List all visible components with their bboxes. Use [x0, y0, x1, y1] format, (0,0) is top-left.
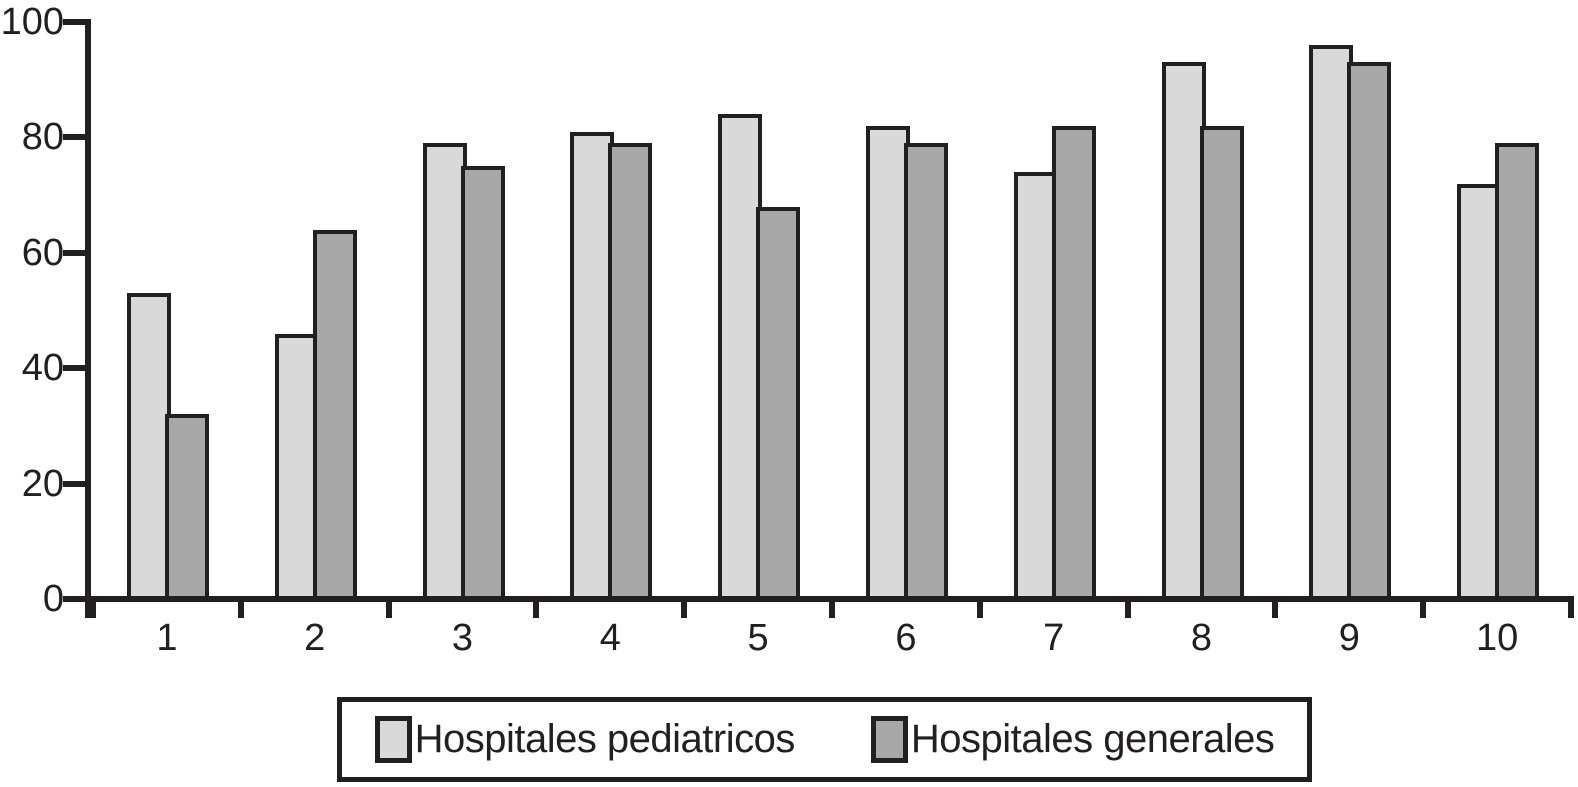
x-category-label: 1 — [156, 617, 178, 659]
bar-generales-10 — [1495, 143, 1540, 602]
x-axis-tick — [1124, 599, 1131, 618]
legend-label-generales: Hospitales generales — [910, 717, 1275, 761]
legend-swatch-generales-icon — [870, 716, 908, 763]
y-tick-label: 40 — [21, 347, 64, 389]
legend: Hospitales pediatricos Hospitales genera… — [337, 697, 1312, 782]
x-category-label: 6 — [895, 617, 917, 659]
y-tick-label: 60 — [21, 232, 64, 274]
x-category-label: 9 — [1338, 617, 1360, 659]
y-tick-label: 0 — [42, 578, 64, 620]
bar-generales-3 — [460, 166, 505, 602]
y-axis-line — [85, 19, 91, 618]
y-axis-tick — [63, 250, 87, 256]
bar-generales-9 — [1347, 62, 1392, 602]
x-axis-tick — [237, 599, 244, 618]
x-axis-tick — [829, 599, 835, 618]
x-category-label: 5 — [747, 617, 769, 659]
y-axis-tick — [63, 134, 87, 140]
y-axis-tick — [63, 481, 87, 487]
bar-pediatricos-9 — [1309, 45, 1354, 602]
x-axis-tick — [1568, 599, 1574, 618]
x-axis-tick — [533, 599, 540, 618]
x-category-label: 2 — [304, 617, 326, 659]
x-category-label: 10 — [1475, 617, 1519, 659]
x-category-label: 4 — [599, 617, 621, 659]
x-category-label: 7 — [1043, 617, 1065, 659]
x-category-label: 8 — [1190, 617, 1213, 659]
x-axis-tick — [681, 599, 688, 618]
x-axis-line — [63, 596, 1574, 602]
y-axis-tick — [63, 19, 87, 25]
x-axis-tick — [90, 599, 96, 618]
legend-swatch-pediatricos-icon — [374, 716, 412, 763]
y-tick-label: 100 — [0, 1, 64, 43]
x-axis-tick — [1272, 599, 1279, 618]
bar-generales-2 — [312, 230, 357, 602]
bar-generales-1 — [164, 414, 209, 602]
bar-generales-6 — [903, 143, 948, 602]
y-axis-tick — [63, 596, 87, 602]
x-axis-tick — [1420, 599, 1427, 618]
y-tick-label: 80 — [21, 116, 64, 158]
bar-generales-8 — [1199, 126, 1244, 602]
legend-label-pediatricos: Hospitales pediatricos — [414, 717, 796, 761]
legend-item-generales: Hospitales generales — [870, 716, 1275, 763]
y-axis-tick — [63, 365, 87, 371]
bar-generales-7 — [1051, 126, 1096, 602]
bar-generales-5 — [756, 207, 801, 602]
legend-item-pediatricos: Hospitales pediatricos — [374, 716, 796, 763]
x-axis-tick — [385, 599, 392, 618]
x-category-label: 3 — [451, 617, 474, 659]
x-axis-tick — [976, 599, 983, 618]
y-tick-label: 20 — [21, 463, 64, 505]
bar-generales-4 — [608, 143, 653, 602]
